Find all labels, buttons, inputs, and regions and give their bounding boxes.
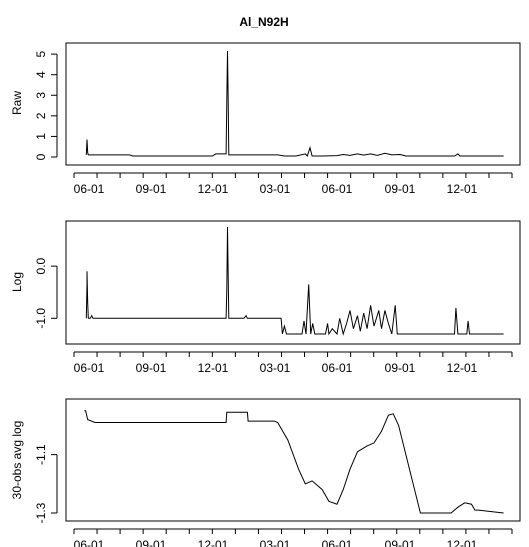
avg-log-x-ticks: 06-01 09-01 12-01 03-01 06-01 09-01 12-01 [74, 529, 512, 547]
x-tick-label: 09-01 [385, 538, 416, 547]
y-tick-label: -1.1 [34, 444, 48, 465]
y-tick-label: 0.0 [34, 257, 48, 274]
x-tick-label: 09-01 [136, 361, 167, 375]
y-tick-label: 0 [34, 153, 48, 160]
raw-x-ticks: 06-01 09-01 12-01 03-01 06-01 09-01 12-01 [74, 173, 512, 196]
avg-log-y-ticks: -1.3 -1.1 [34, 444, 57, 523]
y-tick-label: 5 [34, 50, 48, 57]
avg-log-y-axis-label: 30-obs avg log [10, 421, 24, 500]
x-tick-label: 03-01 [260, 182, 291, 196]
avg-log-series-line [84, 411, 503, 513]
x-tick-label: 12-01 [447, 538, 478, 547]
raw-plot-box [66, 43, 520, 165]
y-tick-label: 4 [34, 71, 48, 78]
y-tick-label: -1.3 [34, 502, 48, 523]
log-plot-box [66, 221, 520, 344]
log-series-line [86, 227, 503, 334]
y-tick-label: -1.0 [34, 308, 48, 329]
raw-y-axis-label: Raw [10, 91, 24, 115]
x-tick-label: 12-01 [447, 361, 478, 375]
raw-series-line [86, 51, 503, 156]
x-tick-label: 12-01 [447, 182, 478, 196]
x-tick-label: 09-01 [136, 182, 167, 196]
x-tick-label: 12-01 [198, 361, 229, 375]
x-tick-label: 03-01 [260, 538, 291, 547]
x-tick-label: 09-01 [385, 361, 416, 375]
x-tick-label: 09-01 [136, 538, 167, 547]
x-tick-label: 06-01 [322, 538, 353, 547]
x-tick-label: 12-01 [198, 538, 229, 547]
chart-title: Al_N92H [239, 15, 288, 29]
x-tick-label: 03-01 [260, 361, 291, 375]
avg-log-panel: 30-obs avg log -1.3-1.1 06-01 09-01 12-01 0… [10, 399, 520, 547]
raw-y-ticks: 0 1 2 3 4 5 [34, 50, 57, 160]
x-tick-label: 06-01 [322, 182, 353, 196]
log-y-ticks: -1.0 0.0 [34, 257, 57, 328]
x-tick-label: 06-01 [322, 361, 353, 375]
y-tick-label: 3 [34, 92, 48, 99]
x-tick-label: 06-01 [74, 538, 105, 547]
avg-log-plot-box [66, 399, 520, 521]
log-x-ticks: 06-01 09-01 12-01 03-01 06-01 09-01 12-01 [74, 352, 512, 375]
log-panel: Log -1.0 0.0 06-01 09-01 12-01 03-01 06-01 09-… [10, 221, 520, 375]
y-tick-label: 1 [34, 133, 48, 140]
x-tick-label: 12-01 [198, 182, 229, 196]
y-tick-label: 2 [34, 112, 48, 119]
x-tick-label: 06-01 [74, 361, 105, 375]
x-tick-label: 06-01 [74, 182, 105, 196]
raw-panel: Raw 0 1 2 3 4 5 06-01 09-01 12-01 03-01 06-01 09-0… [10, 43, 520, 196]
log-y-axis-label: Log [10, 272, 24, 292]
x-tick-label: 09-01 [385, 182, 416, 196]
